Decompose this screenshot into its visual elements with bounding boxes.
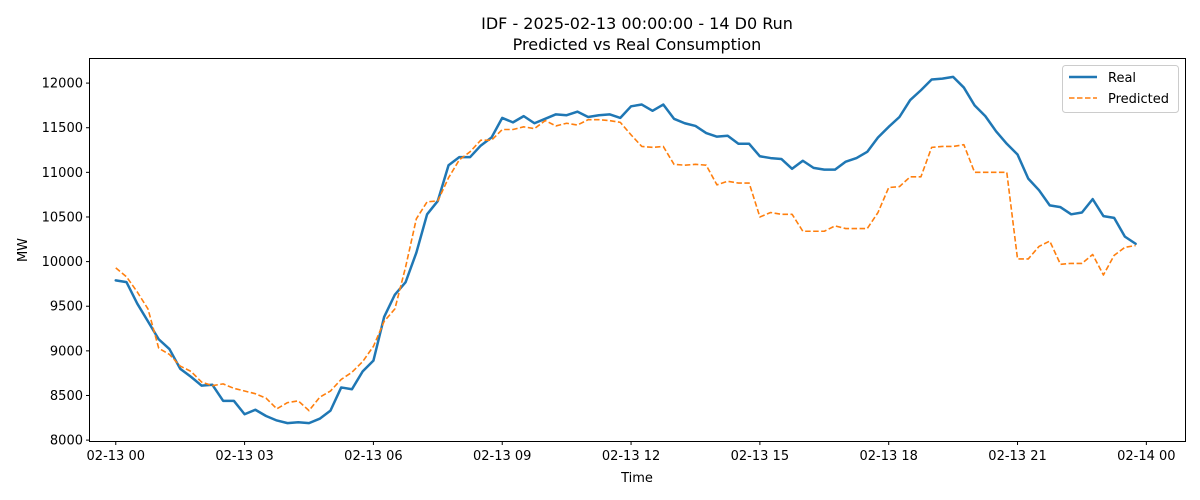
plot-frame <box>89 58 1186 442</box>
y-axis: 8000 8500 9000 9500 10000 10500 11000 11500 1200… <box>42 77 90 449</box>
y-tick-label: 10500 <box>42 210 83 225</box>
y-tick-label: 11500 <box>42 121 83 136</box>
x-axis: 02-13 00 02-13 03 02-13 06 02-13 09 02-13 12… <box>87 441 1176 464</box>
chart-title: IDF - 2025-02-13 00:00:00 - 14 D0 Run <box>481 14 793 33</box>
x-tick-label: 02-14 00 <box>1117 449 1175 464</box>
y-tick-label: 12000 <box>42 77 83 92</box>
x-tick-label: 02-13 03 <box>215 449 273 464</box>
series-layer <box>114 75 1137 425</box>
legend-label-predicted: Predicted <box>1108 92 1169 107</box>
series-line-predicted <box>115 118 1136 412</box>
x-tick-label: 02-13 09 <box>473 449 531 464</box>
series-line-real <box>114 75 1137 425</box>
x-tick-label: 02-13 21 <box>988 449 1046 464</box>
x-tick-label: 02-13 18 <box>859 449 917 464</box>
chart-subtitle: Predicted vs Real Consumption <box>513 35 762 54</box>
x-axis-label: Time <box>620 471 653 486</box>
y-tick-label: 8500 <box>50 389 83 404</box>
y-tick-label: 9500 <box>50 300 83 315</box>
y-tick-label: 8000 <box>50 434 83 449</box>
x-tick-label: 02-13 06 <box>344 449 402 464</box>
y-tick-label: 11000 <box>42 166 83 181</box>
x-tick-label: 02-13 00 <box>87 449 145 464</box>
x-tick-label: 02-13 12 <box>602 449 660 464</box>
legend-label-real: Real <box>1108 71 1136 86</box>
y-axis-label: MW <box>16 238 31 262</box>
x-tick-label: 02-13 15 <box>731 449 789 464</box>
legend: Real Predicted <box>1062 65 1179 113</box>
y-tick-label: 9000 <box>50 344 83 359</box>
y-tick-label: 10000 <box>42 255 83 270</box>
